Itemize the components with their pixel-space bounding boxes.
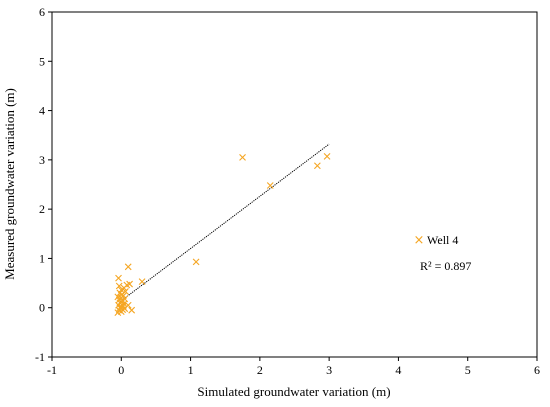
x-tick-label: 1 bbox=[188, 363, 194, 377]
y-tick-label: 4 bbox=[39, 104, 45, 118]
data-point bbox=[313, 162, 321, 170]
data-point bbox=[266, 182, 274, 189]
data-point bbox=[115, 274, 122, 282]
legend-label: Well 4 bbox=[427, 233, 458, 247]
x-tick-label: -1 bbox=[47, 363, 57, 377]
x-tick-label: 3 bbox=[326, 363, 332, 377]
data-point bbox=[192, 258, 200, 266]
data-point bbox=[124, 301, 132, 309]
x-tick-label: 5 bbox=[465, 363, 471, 377]
data-point bbox=[128, 306, 136, 314]
trendline-group bbox=[119, 143, 330, 303]
data-point bbox=[138, 278, 146, 285]
data-points bbox=[114, 153, 331, 317]
x-tick-label: 6 bbox=[534, 363, 540, 377]
data-point bbox=[239, 154, 246, 161]
y-tick-label: 2 bbox=[39, 202, 45, 216]
y-tick-label: 1 bbox=[39, 251, 45, 265]
legend-marker-icon: × bbox=[414, 233, 425, 248]
x-tick-label: 4 bbox=[395, 363, 401, 377]
data-point bbox=[114, 293, 122, 301]
x-tick-label: 0 bbox=[118, 363, 124, 377]
y-axis-title: Measured groundwater variation (m) bbox=[2, 88, 17, 280]
x-axis-ticks: -1 0 1 2 3 4 5 6 bbox=[47, 357, 540, 377]
data-point bbox=[126, 280, 133, 288]
y-tick-label: 5 bbox=[39, 54, 45, 68]
y-tick-label: 3 bbox=[39, 153, 45, 167]
trendline bbox=[119, 143, 330, 303]
data-point bbox=[323, 153, 331, 160]
x-axis-title: Simulated groundwater variation (m) bbox=[197, 384, 390, 399]
legend: × Well 4 bbox=[414, 233, 459, 248]
r-squared-annotation: R² = 0.897 bbox=[420, 259, 471, 273]
y-tick-label: 0 bbox=[39, 301, 45, 315]
y-axis-ticks: -1 0 1 2 3 4 5 6 bbox=[35, 5, 52, 364]
plot-area bbox=[51, 11, 538, 358]
data-point bbox=[122, 288, 129, 295]
data-point bbox=[115, 282, 123, 290]
data-point bbox=[124, 263, 132, 271]
x-tick-label: 2 bbox=[257, 363, 263, 377]
y-tick-label: 6 bbox=[39, 5, 45, 19]
y-tick-label: -1 bbox=[35, 350, 45, 364]
